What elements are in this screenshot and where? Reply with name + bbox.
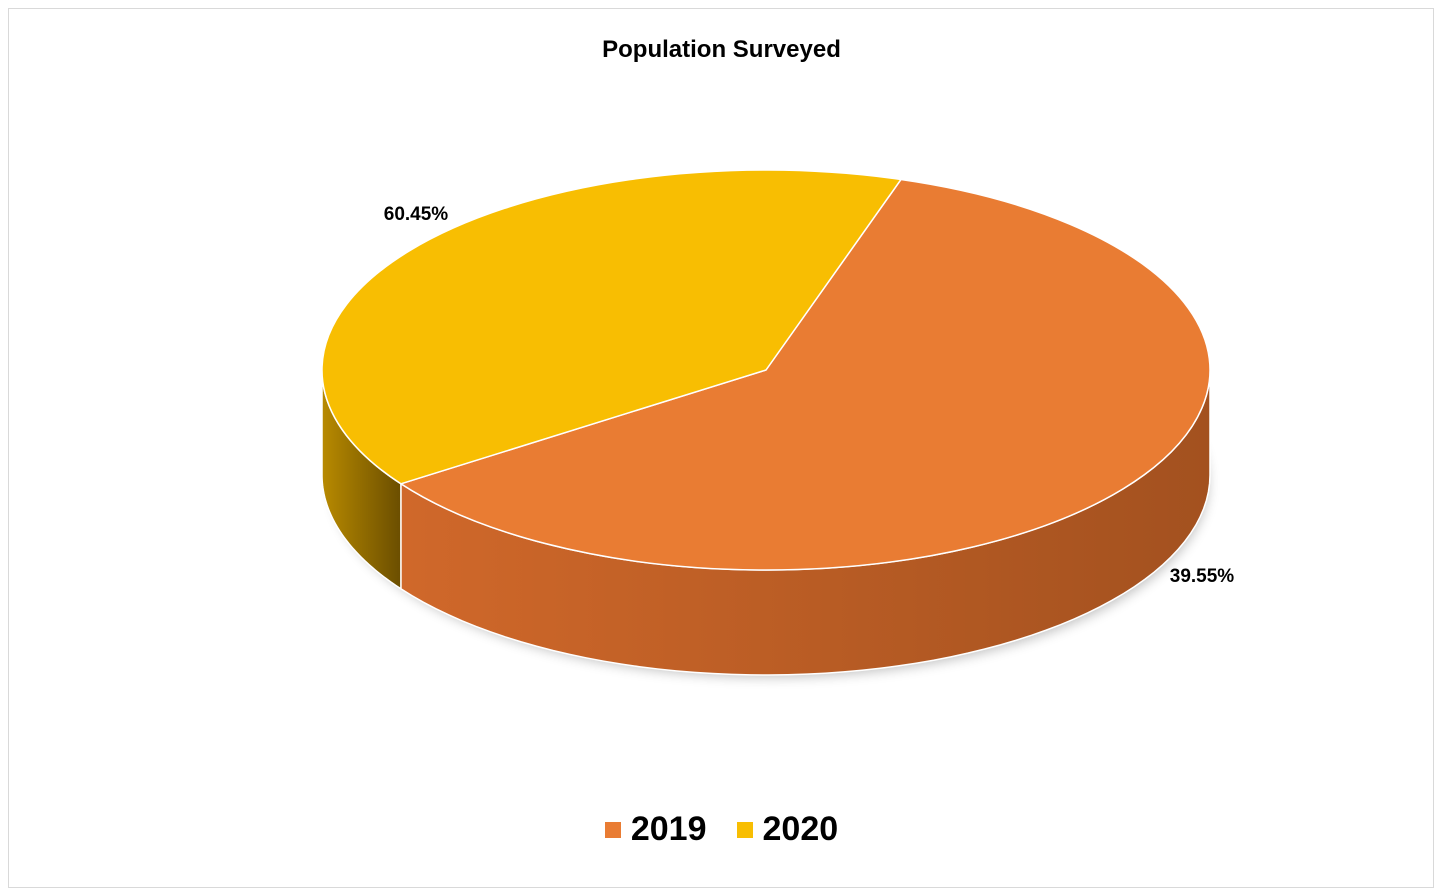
data-label-2019: 60.45% xyxy=(384,204,449,225)
pie-slice-2020 xyxy=(321,169,902,485)
legend-label-2019: 2019 xyxy=(630,810,707,848)
legend-swatch-2019 xyxy=(604,821,621,838)
legend-item-2019: 2019 xyxy=(604,810,707,849)
legend-label-2020: 2020 xyxy=(762,810,839,848)
legend: 2019 2020 xyxy=(0,810,1443,849)
legend-swatch-2020 xyxy=(736,821,753,838)
pie-slice-2019 xyxy=(400,178,1211,571)
data-label-2020: 39.55% xyxy=(1170,566,1235,587)
legend-item-2020: 2020 xyxy=(736,810,839,849)
chart-title: Population Surveyed xyxy=(602,36,841,63)
